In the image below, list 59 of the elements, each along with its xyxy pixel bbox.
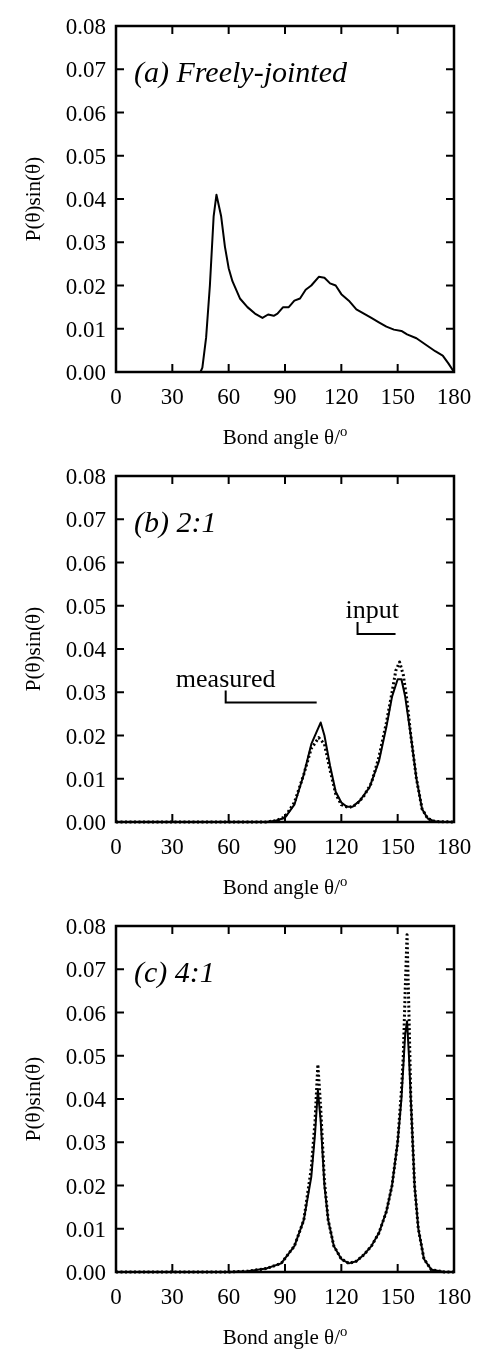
x-tick-label: 150: [380, 834, 415, 859]
y-tick-label: 0.02: [65, 1173, 106, 1199]
y-tick-label: 0.02: [65, 723, 106, 749]
y-tick-label: 0.01: [65, 766, 106, 792]
y-tick-label: 0.05: [65, 143, 106, 169]
x-tick-label: 120: [324, 1284, 359, 1309]
y-tick-label: 0.04: [65, 187, 107, 213]
y-tick-label: 0.03: [65, 680, 106, 706]
x-tick-label: 60: [217, 834, 241, 859]
x-axis-title: Bond angle θ/$^{o}$: [222, 873, 348, 899]
text: (a) Freely-jointed: [134, 55, 348, 89]
x-axis-title: Bond angle θ/$^{o}$: [222, 423, 348, 449]
y-tick-label: 0.07: [65, 957, 106, 983]
x-tick-label: 60: [217, 1284, 241, 1309]
y-axis-title: P(θ)sin(θ): [21, 606, 45, 692]
y-tick-label: 0.05: [65, 593, 106, 619]
text: (b) 2:1: [134, 505, 217, 539]
y-tick-label: 0.05: [65, 1043, 106, 1069]
x-tick-label: 60: [217, 384, 241, 409]
y-tick-label: 0.04: [65, 1087, 107, 1113]
x-tick-label: 0: [110, 1284, 122, 1309]
annotation: measured: [175, 663, 276, 693]
y-tick-label: 0.08: [65, 914, 106, 940]
x-tick-label: 30: [160, 384, 184, 409]
x-tick-label: 0: [110, 834, 122, 859]
y-axis-title: P(θ)sin(θ): [21, 1056, 45, 1142]
x-tick-label: 0: [110, 384, 122, 409]
y-tick-label: 0.04: [65, 637, 107, 663]
y-tick-label: 0.00: [65, 1260, 106, 1286]
text: (c) 4:1: [134, 955, 215, 989]
y-tick-label: 0.06: [65, 1000, 106, 1026]
y-tick-label: 0.01: [65, 1216, 106, 1242]
y-tick-label: 0.03: [65, 1130, 106, 1156]
y-tick-label: 0.03: [65, 230, 106, 256]
x-tick-label: 90: [273, 834, 297, 859]
x-tick-label: 90: [273, 1284, 297, 1309]
y-tick-label: 0.06: [65, 100, 106, 126]
x-tick-label: 120: [324, 384, 359, 409]
x-tick-label: 180: [436, 384, 472, 409]
x-tick-label: 180: [436, 1284, 472, 1309]
x-tick-label: 150: [380, 384, 415, 409]
x-tick-label: 90: [273, 384, 297, 409]
x-tick-label: 150: [380, 1284, 415, 1309]
y-tick-label: 0.02: [65, 273, 106, 299]
x-tick-label: 120: [324, 834, 359, 859]
y-tick-label: 0.07: [65, 507, 106, 533]
annotation: input: [345, 594, 400, 624]
y-tick-label: 0.08: [65, 14, 106, 40]
y-tick-label: 0.07: [65, 57, 106, 83]
y-tick-label: 0.06: [65, 550, 106, 576]
y-tick-label: 0.00: [65, 360, 106, 386]
y-tick-label: 0.08: [65, 464, 106, 490]
x-tick-label: 180: [436, 834, 472, 859]
x-axis-title: Bond angle θ/$^{o}$: [222, 1323, 348, 1349]
x-tick-label: 30: [160, 834, 184, 859]
y-tick-label: 0.01: [65, 316, 106, 342]
y-axis-title: P(θ)sin(θ): [21, 156, 45, 242]
y-tick-label: 0.00: [65, 810, 106, 836]
x-tick-label: 30: [160, 1284, 184, 1309]
